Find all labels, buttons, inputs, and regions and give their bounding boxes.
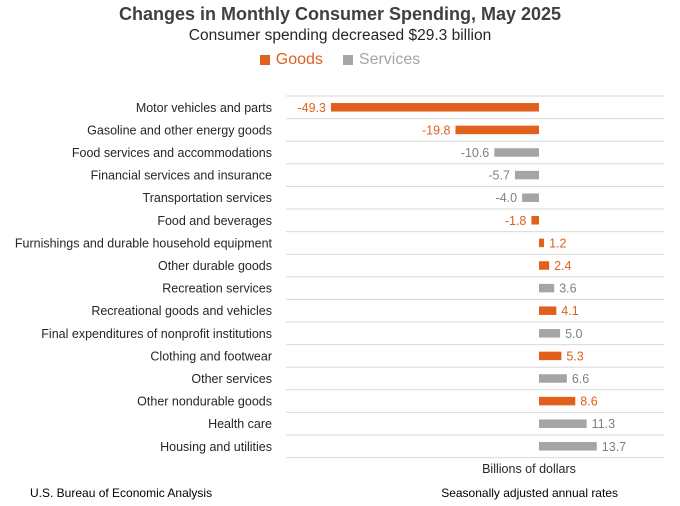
bar — [539, 306, 557, 315]
category-label: Food services and accommodations — [72, 146, 272, 160]
bar — [539, 374, 567, 383]
chart-title: Changes in Monthly Consumer Spending, Ma… — [118, 4, 562, 24]
category-label: Recreation services — [162, 282, 272, 296]
legend-swatch-services — [342, 55, 353, 65]
category-label: Recreational goods and vehicles — [91, 304, 272, 318]
data-label: -19.8 — [422, 123, 451, 137]
category-label: Housing and utilities — [160, 440, 272, 454]
category-label: Final expenditures of nonprofit institut… — [41, 327, 272, 341]
category-label: Clothing and footwear — [150, 349, 272, 363]
data-label: 5.0 — [565, 327, 582, 341]
bar-chart: Motor vehicles and parts -49.3 Gasoline an… — [15, 95, 664, 476]
data-label: 5.3 — [566, 349, 583, 363]
data-label: 3.6 — [559, 282, 576, 296]
bar — [539, 261, 550, 270]
chart-subtitle: Consumer spending decreased $29.3 billio… — [188, 27, 492, 44]
category-label: Furnishings and durable household equipm… — [15, 236, 273, 250]
category-label: Other nondurable goods — [137, 395, 272, 409]
data-label: 11.3 — [592, 417, 615, 431]
category-label: Financial services and insurance — [91, 169, 272, 183]
bar — [539, 283, 555, 293]
bar — [539, 419, 587, 428]
legend-swatch-goods — [259, 55, 270, 65]
bar — [531, 216, 539, 225]
bar — [514, 170, 539, 180]
category-label: Other services — [191, 372, 272, 386]
data-label: 2.4 — [554, 259, 571, 273]
bar — [494, 148, 539, 157]
legend: Goods Services — [0, 50, 680, 70]
source-note: U.S. Bureau of Economic Analysis — [30, 486, 213, 500]
category-label: Food and beverages — [157, 214, 272, 228]
category-label: Motor vehicles and parts — [136, 101, 272, 115]
legend-label-services: Services — [358, 51, 421, 68]
category-label: Health care — [208, 417, 272, 431]
x-axis-title: Billions of dollars — [482, 462, 576, 476]
bar — [331, 103, 539, 112]
bar — [539, 238, 545, 248]
data-label: 13.7 — [602, 440, 626, 454]
category-label: Transportation services — [143, 191, 272, 205]
bar — [539, 396, 576, 406]
data-label: 1.2 — [549, 236, 566, 250]
legend-label-goods: Goods — [275, 51, 323, 68]
bar — [539, 351, 562, 361]
data-label: -5.7 — [488, 169, 510, 183]
adjustment-note: Seasonally adjusted annual rates — [441, 486, 618, 500]
legend-item-goods: Goods — [259, 50, 323, 70]
data-label: -49.3 — [298, 101, 327, 115]
bar — [455, 125, 539, 135]
category-label: Gasoline and other energy goods — [87, 123, 272, 137]
bar — [539, 442, 597, 451]
bar — [522, 193, 539, 202]
legend-item-services: Services — [342, 50, 421, 70]
data-label: -4.0 — [496, 191, 518, 205]
data-label: 8.6 — [580, 395, 597, 409]
data-label: -10.6 — [461, 146, 490, 160]
category-label: Other durable goods — [158, 259, 272, 273]
data-label: 6.6 — [572, 372, 589, 386]
data-label: 4.1 — [561, 304, 578, 318]
data-label: -1.8 — [505, 214, 527, 228]
bar — [539, 329, 561, 338]
